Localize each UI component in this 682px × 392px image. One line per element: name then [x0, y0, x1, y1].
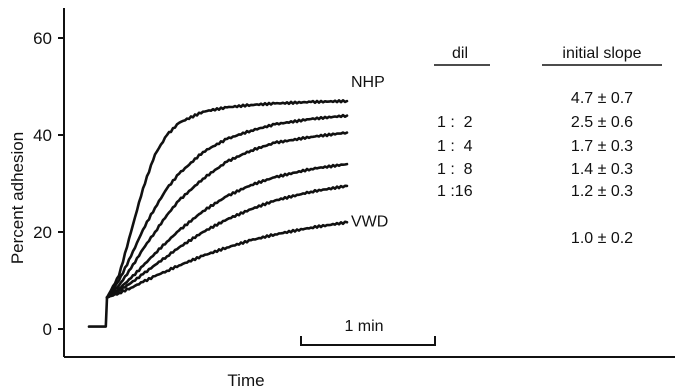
- scale-bar-label: 1 min: [344, 318, 383, 335]
- series-group: [87, 99, 349, 328]
- table-header-slope: initial slope: [562, 45, 641, 62]
- series-line-4: [105, 184, 349, 299]
- table-dil-cell: 1 : 8: [437, 161, 473, 178]
- curve-label: VWD: [351, 213, 388, 230]
- series-line-0: [87, 99, 349, 328]
- x-axis-title: Time: [227, 371, 264, 390]
- series-line-3: [105, 162, 349, 299]
- table-slope-cell: 4.7 ± 0.7: [571, 90, 633, 107]
- y-tick-label: 20: [33, 223, 52, 242]
- y-axis: 0 20 40 60: [33, 8, 65, 357]
- curve-label: NHP: [351, 74, 385, 91]
- y-axis-title: Percent adhesion: [8, 132, 27, 264]
- y-tick-label: 60: [33, 29, 52, 48]
- table-dil-cell: 1 :16: [437, 183, 473, 200]
- table-dil-cell: 1 : 4: [437, 138, 473, 155]
- y-ticks: 0 20 40 60: [33, 29, 64, 339]
- table-slope-cell: 1.4 ± 0.3: [571, 161, 633, 178]
- table-slope-cell: 1.7 ± 0.3: [571, 138, 633, 155]
- y-tick-label: 40: [33, 126, 52, 145]
- y-tick-label: 0: [43, 320, 52, 339]
- table-slope-cell: 2.5 ± 0.6: [571, 114, 633, 131]
- table-slope-cell: 1.2 ± 0.3: [571, 183, 633, 200]
- series-line-1: [105, 113, 349, 299]
- curve-labels: NHP VWD: [351, 74, 388, 230]
- table-rows: 4.7 ± 0.7 1 : 2 2.5 ± 0.6 1 : 4 1.7 ± 0.3 1 :…: [437, 90, 633, 247]
- table-dil-cell: 1 : 2: [437, 114, 473, 131]
- table-slope-cell: 1.0 ± 0.2: [571, 230, 633, 247]
- series-line-5: [105, 220, 349, 299]
- slope-table: dil initial slope 4.7 ± 0.7 1 : 2 2.5 ± 0.…: [434, 45, 662, 247]
- scale-bar: 1 min: [300, 318, 436, 346]
- table-header-dil: dil: [452, 45, 468, 62]
- scale-bar-line: [300, 336, 436, 346]
- series-line-2: [105, 131, 349, 299]
